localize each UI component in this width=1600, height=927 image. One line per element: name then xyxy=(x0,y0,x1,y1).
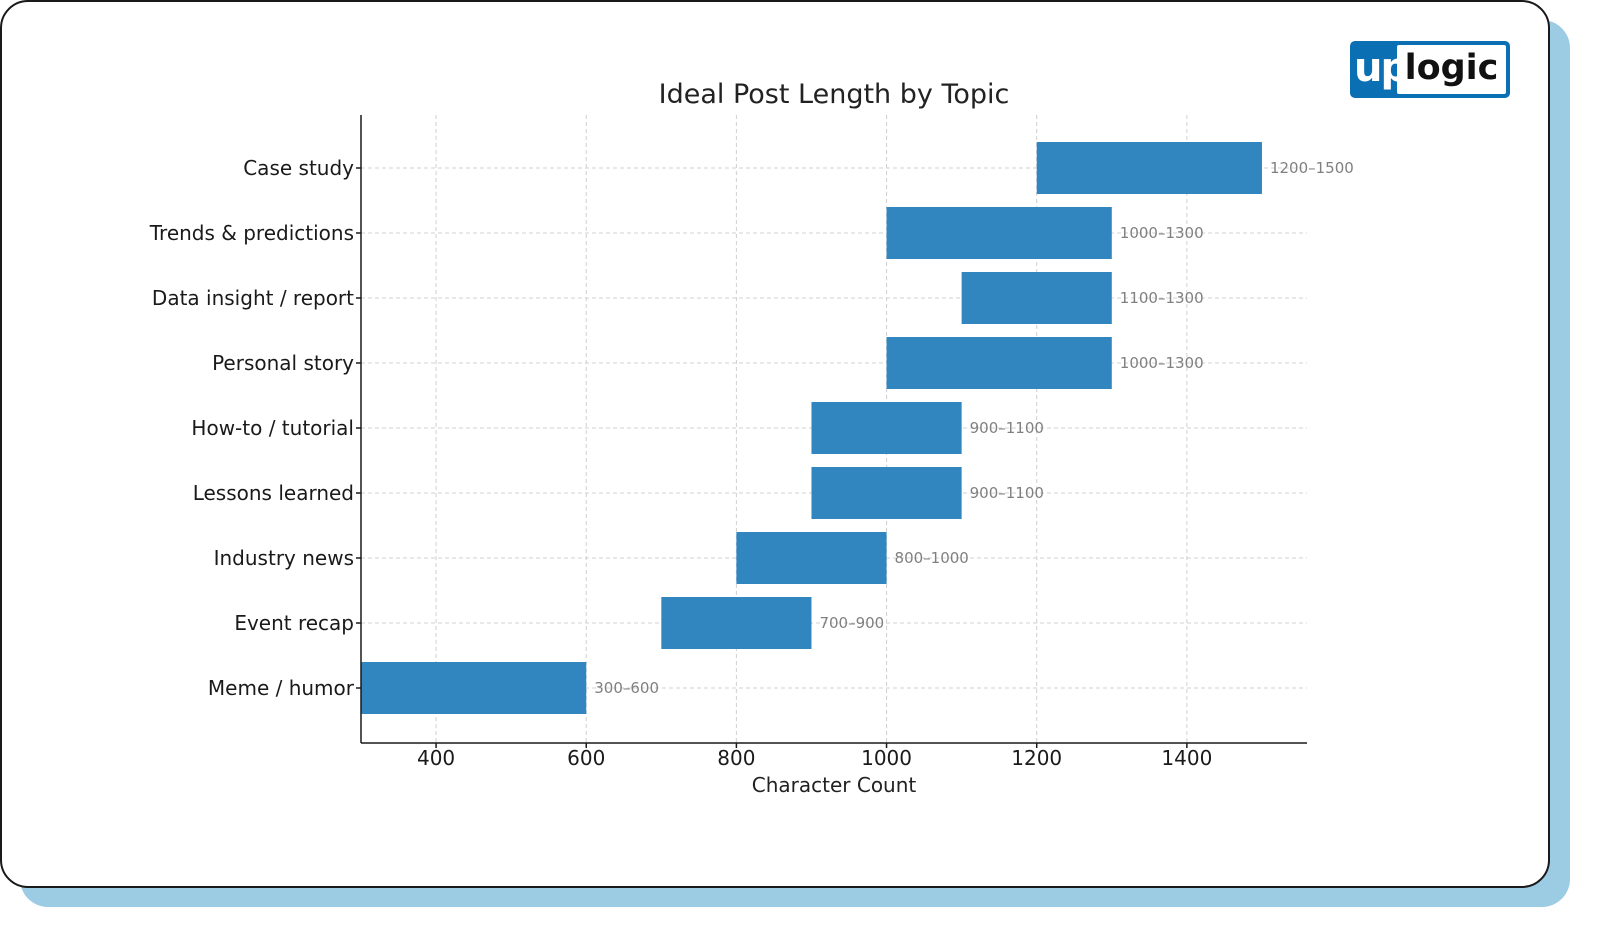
x-tick-label-2: 800 xyxy=(717,746,755,770)
y-tick-label-5: Lessons learned xyxy=(193,481,354,505)
bar-data-label-7: 700–900 xyxy=(819,614,884,632)
bar-data-label-5: 900–1100 xyxy=(970,484,1044,502)
y-tick-label-2: Data insight / report xyxy=(152,286,354,310)
card xyxy=(0,0,1550,888)
x-tick-label-0: 400 xyxy=(417,746,455,770)
bar-1 xyxy=(886,207,1112,259)
bar-data-label-4: 900–1100 xyxy=(970,419,1044,437)
x-tick-label-4: 1200 xyxy=(1011,746,1062,770)
y-tick-label-1: Trends & predictions xyxy=(149,221,354,245)
bar-data-label-1: 1000–1300 xyxy=(1120,224,1204,242)
bar-data-label-6: 800–1000 xyxy=(895,549,969,567)
y-tick-label-0: Case study xyxy=(243,156,354,180)
y-tick-label-8: Meme / humor xyxy=(208,676,355,700)
x-tick-label-1: 600 xyxy=(567,746,605,770)
bar-data-label-3: 1000–1300 xyxy=(1120,354,1204,372)
uplogic-logo: up logic xyxy=(1350,41,1510,98)
bar-7 xyxy=(661,597,812,649)
y-tick-label-6: Industry news xyxy=(214,546,354,570)
x-tick-label-5: 1400 xyxy=(1161,746,1212,770)
bar-3 xyxy=(886,337,1112,389)
y-tick-label-3: Personal story xyxy=(212,351,354,375)
bar-2 xyxy=(961,272,1112,324)
bar-8 xyxy=(361,662,587,714)
y-tick-label-4: How-to / tutorial xyxy=(191,416,354,440)
y-tick-label-7: Event recap xyxy=(234,611,354,635)
bar-4 xyxy=(811,402,962,454)
x-axis-label: Character Count xyxy=(752,773,917,797)
x-tick-label-3: 1000 xyxy=(861,746,912,770)
bar-6 xyxy=(736,532,887,584)
bar-5 xyxy=(811,467,962,519)
bar-data-label-2: 1100–1300 xyxy=(1120,289,1204,307)
bar-0 xyxy=(1036,142,1262,194)
axis-layer: Case study Trends & predictions Data insig… xyxy=(149,115,1307,770)
chart-title: Ideal Post Length by Topic xyxy=(659,79,1010,110)
bar-layer: 1200–1500 1000–1300 1100–1300 1000–1300 900–… xyxy=(361,142,1354,714)
logo-up-text: up xyxy=(1354,45,1409,91)
bar-data-label-8: 300–600 xyxy=(594,679,659,697)
logo-logic-text: logic xyxy=(1397,45,1506,94)
bar-data-label-0: 1200–1500 xyxy=(1270,159,1354,177)
